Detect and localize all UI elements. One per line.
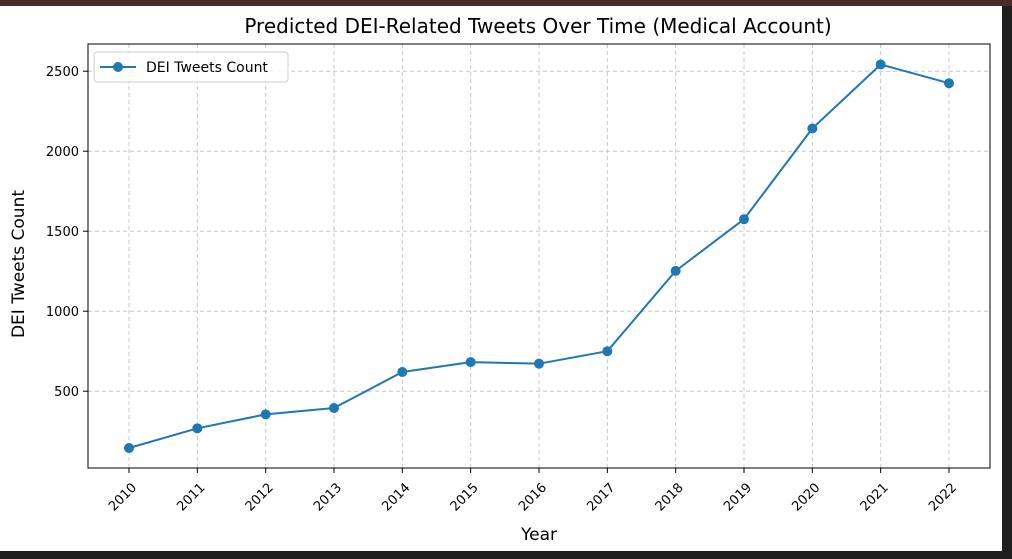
x-tick-label: 2016 [516, 480, 550, 514]
figure-canvas: Predicted DEI-Related Tweets Over Time (… [0, 6, 1002, 551]
y-tick-label: 2500 [46, 65, 79, 80]
x-tick-label: 2020 [789, 480, 823, 514]
x-tick-label: 2021 [858, 480, 892, 514]
data-point-2010 [124, 443, 134, 453]
x-tick-label: 2022 [926, 480, 960, 514]
legend-marker-sample [113, 62, 123, 72]
chart-title: Predicted DEI-Related Tweets Over Time (… [244, 14, 831, 38]
axis-ticks: 2010 2011 2012 2013 2014 2015 2016 2017 2018 2019… [46, 65, 960, 514]
data-point-2014 [397, 367, 408, 377]
x-tick-label: 2015 [448, 480, 482, 514]
y-axis-title: DEI Tweets Count [9, 190, 29, 338]
data-point-2013 [329, 403, 339, 413]
grid-lines [88, 44, 990, 468]
data-point-2011 [192, 423, 203, 434]
data-point-2020 [807, 123, 818, 134]
data-point-2018 [670, 265, 681, 276]
data-point-2016 [534, 358, 544, 369]
series-layer [124, 59, 954, 453]
legend-label: DEI Tweets Count [146, 60, 268, 76]
window-bottom-strip [0, 551, 1002, 559]
x-tick-label: 2018 [653, 480, 687, 514]
window-top-strip [0, 0, 1012, 6]
data-point-2012 [260, 409, 271, 420]
x-tick-label: 2012 [243, 480, 277, 514]
x-tick-label: 2014 [379, 480, 413, 514]
y-tick-label: 2000 [46, 145, 79, 160]
y-tick-label: 1500 [46, 225, 79, 240]
y-tick-label: 500 [54, 385, 79, 400]
x-tick-label: 2010 [106, 480, 140, 514]
x-tick-label: 2019 [721, 480, 755, 514]
data-point-2015 [465, 357, 476, 368]
legend: DEI Tweets Count [93, 51, 289, 83]
x-tick-label: 2011 [174, 480, 208, 514]
line-chart: Predicted DEI-Related Tweets Over Time (… [9, 14, 991, 545]
window-right-strip [1002, 6, 1012, 559]
x-tick-label: 2013 [311, 480, 345, 514]
data-point-2021 [875, 59, 886, 70]
data-point-2017 [602, 346, 613, 357]
data-point-2019 [739, 214, 749, 225]
y-tick-label: 1000 [46, 305, 79, 320]
x-axis-title: Year [520, 525, 557, 545]
legend-box [93, 51, 289, 83]
x-tick-label: 2017 [584, 480, 618, 514]
data-point-2022 [944, 78, 954, 89]
